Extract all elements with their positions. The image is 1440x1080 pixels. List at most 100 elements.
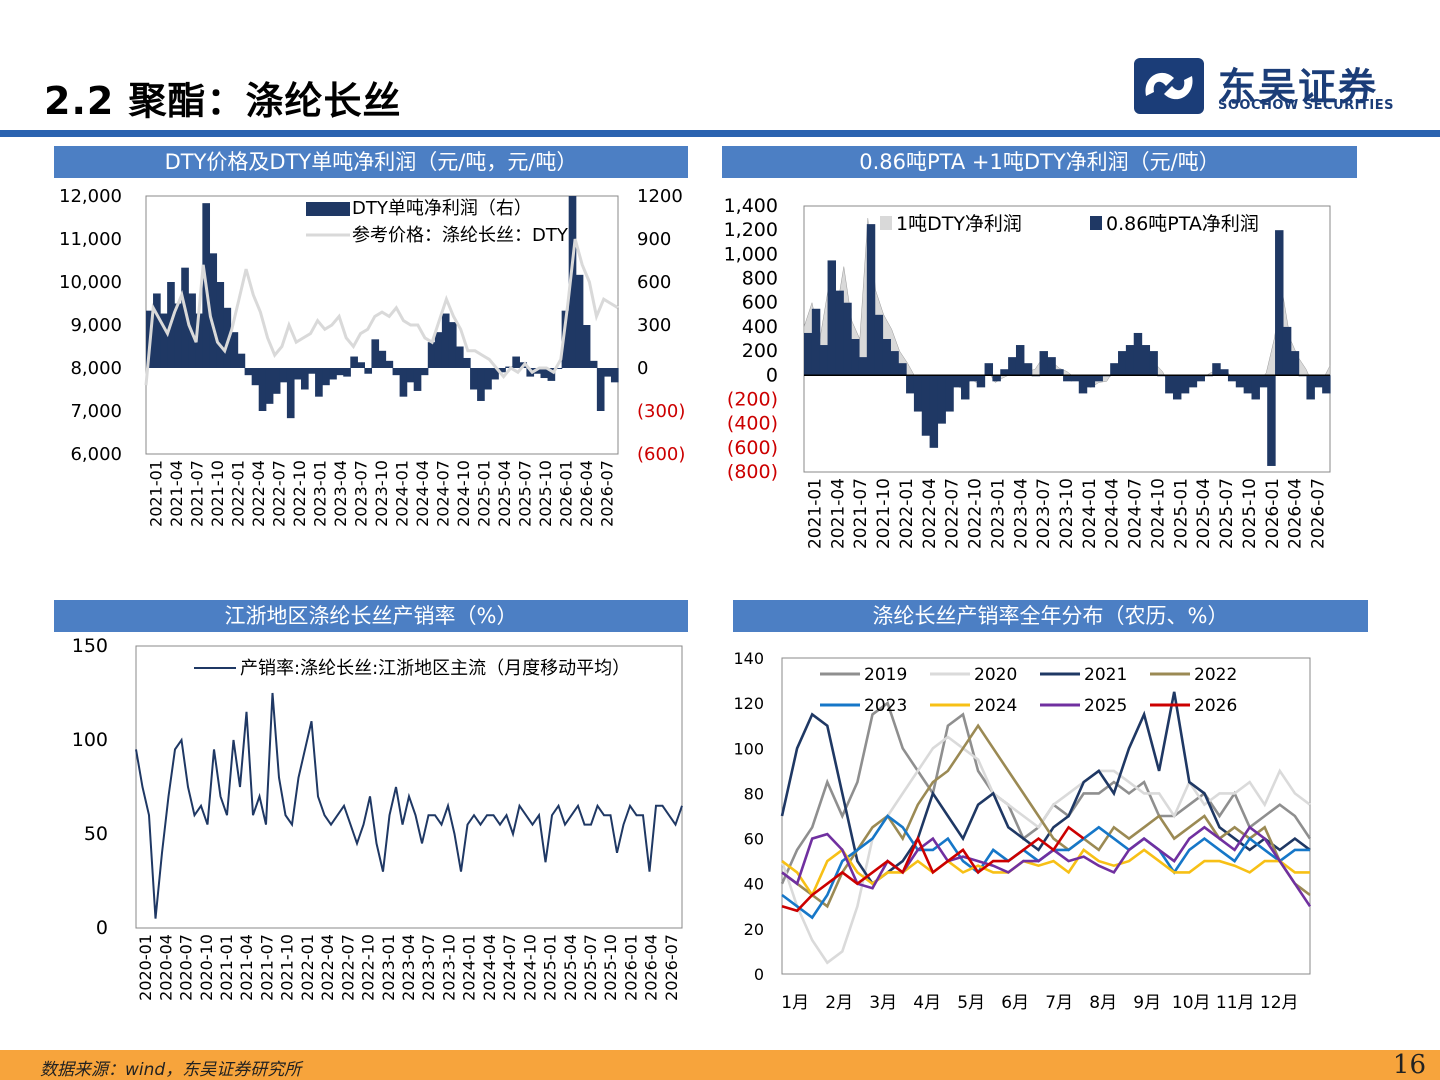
x-tick-label: 2022-01	[897, 478, 917, 549]
pta-profit-bar	[1125, 345, 1135, 376]
legend-label-2023: 2023	[864, 696, 907, 716]
profit-bar	[596, 368, 605, 411]
y-tick-label: 150	[72, 635, 108, 657]
y-tick-label: (600)	[727, 437, 778, 459]
profit-bar	[251, 368, 260, 386]
chart3-panel: 150 100 50 0 2020-01 2020-04 2020-07 2020-10 202…	[50, 630, 700, 1034]
pta-profit-bar	[929, 375, 939, 448]
x-tick-label: 2026-07	[598, 460, 617, 527]
x-tick-label: 2023-07	[351, 460, 370, 527]
legend-dty-label: 1吨DTY净利润	[896, 213, 1022, 235]
pta-profit-bar	[819, 345, 829, 376]
x-tick-label: 2022-01	[298, 934, 317, 1001]
x-tick-label: 2025-01	[1171, 478, 1191, 549]
pta-profit-bar	[937, 375, 946, 424]
chart3-header: 江浙地区涤纶长丝产销率（%）	[54, 600, 688, 632]
logo-text-en: SOOCHOW SECURITIES	[1218, 98, 1394, 113]
x-tick-label: 2023-01	[310, 460, 329, 527]
profit-bar	[378, 350, 387, 368]
dty-price-profit-chart: 6,000 7,000 8,000 9,000 10,000 11,000 12,000 12…	[59, 186, 685, 527]
legend-profit-label: DTY单吨净利润（右）	[352, 198, 532, 219]
pta-profit-bar	[1188, 375, 1198, 388]
pta-profit-bar	[1063, 375, 1072, 382]
pta-profit-bar	[1149, 351, 1158, 376]
x-tick-label: 2023-10	[439, 934, 458, 1001]
profit-bar	[568, 196, 577, 368]
x-tick-label: 12月	[1260, 993, 1299, 1013]
x-tick-label: 2024-07	[500, 934, 519, 1001]
legend-label-2020: 2020	[974, 665, 1017, 685]
chart1-panel: 6,000 7,000 8,000 9,000 10,000 11,000 12,000 12…	[50, 180, 700, 564]
pta-profit-bar	[858, 357, 868, 376]
series-line-2022	[781, 723, 1311, 909]
x-tick-label: 2022-04	[249, 460, 268, 527]
y-tick-label: 800	[742, 268, 778, 290]
pta-profit-bar	[866, 224, 876, 376]
y-tick-label: 200	[742, 340, 778, 362]
x-tick-label: 2026-04	[642, 934, 661, 1001]
y-tick-label: 8,000	[70, 358, 122, 379]
profit-bar	[322, 368, 330, 386]
pta-profit-bar	[890, 351, 899, 376]
pta-profit-bar	[1220, 369, 1229, 376]
x-tick-label: 2021-01	[217, 934, 236, 1001]
x-tick-label: 2020-10	[197, 934, 216, 1001]
y-tick-label: 600	[742, 292, 778, 314]
x-tick-label: 2022-07	[943, 478, 963, 549]
pta-profit-bar	[1196, 375, 1205, 382]
profit-bar	[308, 368, 316, 374]
profit-bar	[413, 368, 422, 391]
profit-bar	[455, 346, 464, 368]
series-line-2021	[780, 691, 1311, 886]
x-tick-label: 2022-01	[228, 460, 247, 527]
profit-bar	[265, 368, 274, 404]
legend-label: 产销率:涤纶长丝:江浙地区主流（月度移动平均）	[240, 658, 630, 679]
profit-bar	[286, 368, 295, 419]
x-tick-label: 2026-07	[662, 934, 681, 1001]
x-tick-label: 2026-04	[1286, 478, 1306, 549]
x-tick-label: 2025-01	[541, 934, 560, 1001]
pta-profit-bar	[1094, 375, 1103, 382]
y-tick-label: 400	[742, 316, 778, 338]
x-tick-label: 2020-07	[177, 934, 196, 1001]
pta-profit-bar	[953, 375, 962, 388]
pta-profit-bar	[1290, 351, 1300, 376]
y-tick-label: 140	[733, 649, 764, 668]
x-tick-label: 11月	[1216, 993, 1255, 1013]
x-tick-label: 2025-10	[1240, 478, 1260, 549]
profit-bar	[448, 322, 457, 368]
footer-bar: 数据来源：wind，东吴证券研究所 16	[0, 1050, 1440, 1080]
chart2-header: 0.86吨PTA +1吨DTY净利润（元/吨）	[722, 146, 1357, 178]
profit-bar	[258, 368, 267, 411]
profit-bar	[441, 313, 450, 368]
pta-profit-bar	[804, 332, 813, 376]
y-tick-label: 0	[766, 364, 778, 386]
x-tick-label: 2025-04	[561, 934, 580, 1001]
y-tick-label: 1,000	[724, 243, 778, 265]
pta-profit-bar	[945, 375, 954, 412]
profit-bar	[230, 332, 239, 368]
x-tick-label: 2022-10	[966, 478, 986, 549]
page-number: 16	[1392, 1050, 1426, 1080]
x-tick-label: 2022-04	[318, 934, 337, 1001]
pta-profit-bar	[1118, 351, 1127, 376]
pta-profit-bar	[968, 375, 978, 382]
pta-profit-bar	[882, 339, 891, 376]
x-tick-label: 3月	[869, 993, 897, 1013]
plot-frame	[135, 645, 683, 929]
pta-profit-bar	[1015, 345, 1025, 376]
pta-profit-bar	[1078, 375, 1088, 394]
x-tick-label: 2021-10	[278, 934, 297, 1001]
x-tick-label: 2024-01	[1080, 478, 1100, 549]
soochow-logo-icon	[1134, 58, 1204, 114]
y-tick-label: 7,000	[70, 401, 122, 422]
profit-bar	[406, 368, 415, 383]
x-tick-label: 2020-04	[156, 934, 175, 1001]
legend-profit-swatch	[306, 202, 350, 216]
legend-label-2024: 2024	[974, 696, 1017, 716]
y-tick-label: 1200	[637, 186, 683, 207]
profit-bar	[357, 362, 365, 368]
pta-profit-bar	[1235, 375, 1245, 388]
x-tick-label: 2025-01	[475, 460, 494, 527]
profit-bar	[279, 368, 288, 383]
